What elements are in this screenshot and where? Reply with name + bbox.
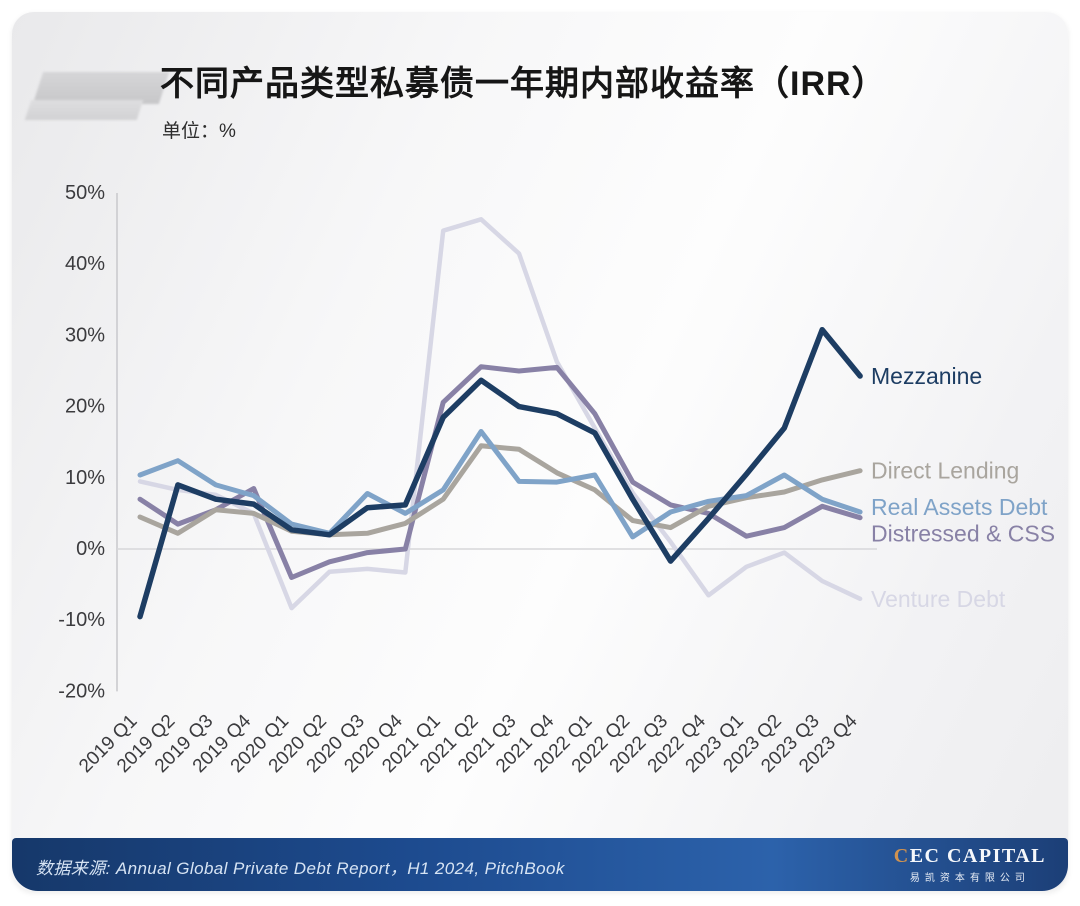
cec-capital-logo: CEC CAPITAL 易凯资本有限公司	[894, 845, 1046, 884]
footer-bar: 数据来源: Annual Global Private Debt Report，…	[12, 838, 1068, 891]
series-line-direct-lending	[137, 443, 863, 538]
y-tick-label: 40%	[65, 253, 105, 275]
series-line-venture-debt	[137, 217, 863, 611]
logo-chinese-name: 易凯资本有限公司	[909, 873, 1030, 884]
series-label-real-assets-debt: Real Assets Debt	[871, 494, 1048, 520]
logo-wordmark: CEC CAPITAL	[894, 845, 1046, 868]
chart-card: 不同产品类型私募债一年期内部收益率（IRR） 单位：% 50% 40% 30% 20%…	[12, 12, 1068, 891]
y-tick-label: -10%	[58, 609, 105, 631]
y-tick-label: 20%	[65, 396, 105, 418]
y-tick-label: 0%	[76, 538, 105, 560]
y-tick-label: 30%	[65, 324, 105, 346]
logo-rest: EC CAPITAL	[909, 845, 1046, 867]
series-label-distressed-css: Distressed & CSS	[871, 521, 1055, 547]
data-source-text: 数据来源: Annual Global Private Debt Report，…	[36, 859, 565, 878]
unit-label: 单位：%	[162, 121, 236, 142]
y-tick-label: -20%	[58, 680, 105, 702]
series-label-venture-debt: Venture Debt	[871, 586, 1006, 612]
series-line-real-assets-debt	[137, 429, 863, 540]
page-title: 不同产品类型私募债一年期内部收益率（IRR）	[160, 65, 887, 103]
y-tick-label: 10%	[65, 467, 105, 489]
y-tick-label: 50%	[65, 182, 105, 204]
series-line-mezzanine	[137, 326, 863, 620]
series-label-direct-lending: Direct Lending	[871, 458, 1019, 484]
series-line-distressed-css	[137, 364, 863, 580]
series-label-mezzanine: Mezzanine	[871, 363, 982, 389]
logo-first-letter: C	[893, 845, 910, 867]
